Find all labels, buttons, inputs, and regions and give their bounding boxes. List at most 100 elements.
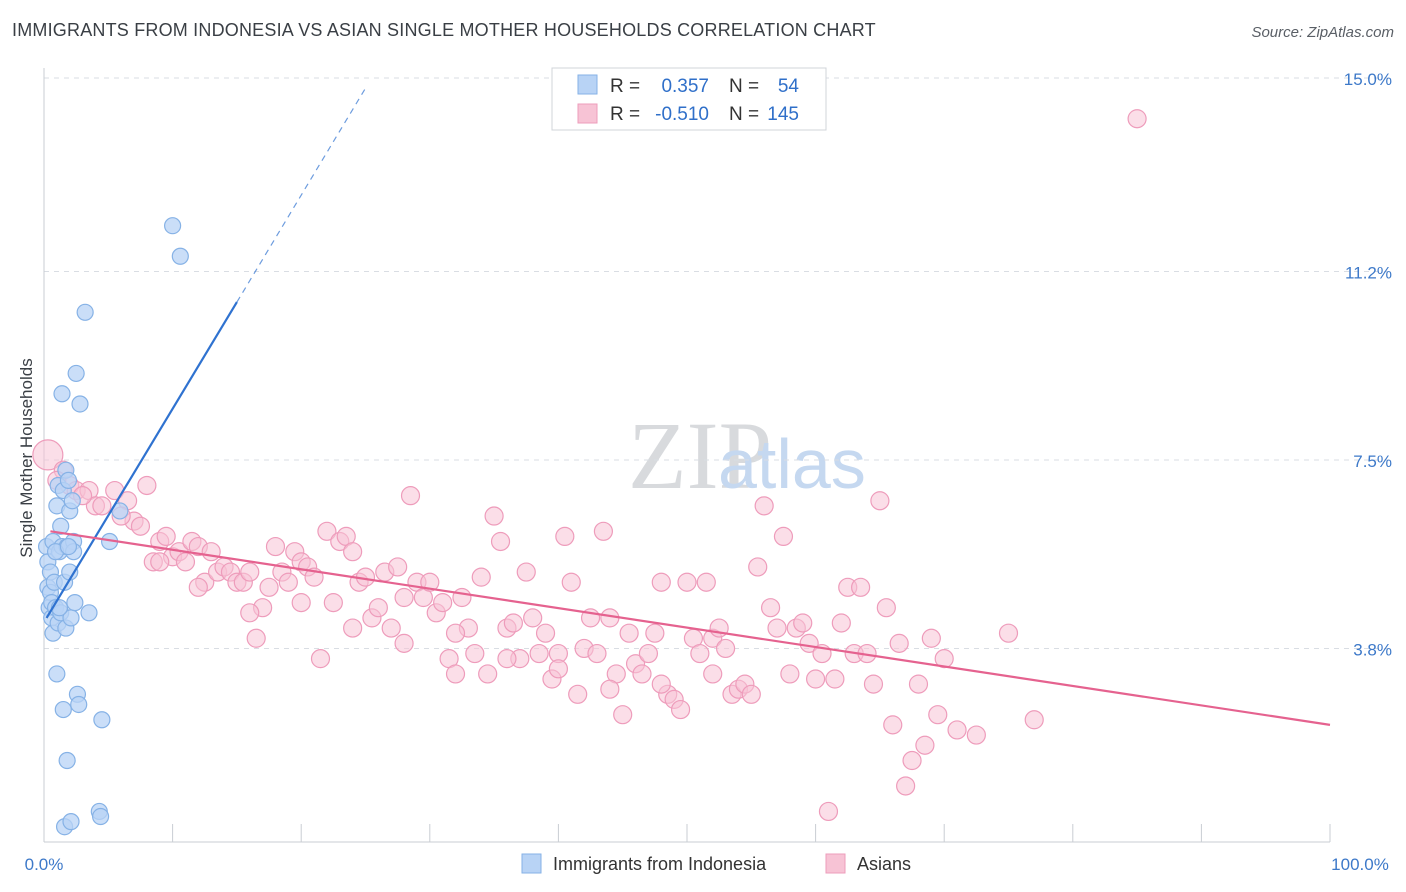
- asians-point: [754, 496, 774, 516]
- legend-n-value: 54: [778, 76, 800, 97]
- asians-point: [928, 705, 948, 725]
- asians-point: [934, 649, 954, 669]
- indonesia-point: [171, 247, 189, 265]
- asians-point: [156, 526, 176, 547]
- asians-point: [381, 618, 401, 638]
- asians-point: [677, 572, 697, 592]
- asians-point: [343, 542, 363, 562]
- asians-point: [587, 643, 607, 664]
- asians-point: [748, 557, 768, 577]
- asians-point: [92, 496, 112, 516]
- chart-title: IMMIGRANTS FROM INDONESIA VS ASIAN SINGL…: [12, 20, 876, 40]
- asians-point: [291, 593, 311, 613]
- asians-point: [561, 572, 581, 592]
- indonesia-point: [70, 695, 88, 714]
- asians-point: [1024, 710, 1044, 730]
- asians-point: [863, 674, 884, 694]
- legend-swatch-pink: [577, 103, 598, 124]
- asians-point: [690, 643, 710, 664]
- x-tick-label: 100.0%: [1331, 855, 1389, 874]
- indonesia-point: [71, 395, 89, 413]
- indonesia-point: [48, 665, 66, 683]
- asians-point: [741, 684, 761, 704]
- asians-point: [497, 649, 517, 669]
- asians-point: [651, 674, 671, 694]
- asians-point: [908, 674, 929, 694]
- asians-point: [619, 623, 639, 643]
- asians-point: [201, 542, 221, 562]
- legend-swatch-blue: [577, 74, 598, 95]
- asians-point: [896, 776, 916, 796]
- legend-n-label: N =: [729, 76, 759, 97]
- indonesia-point: [91, 807, 110, 826]
- asians-point: [246, 628, 266, 648]
- series-legend: Immigrants from Indonesia Asians: [521, 853, 911, 874]
- asians-point: [613, 705, 633, 725]
- asians-point: [851, 577, 871, 597]
- asians-point: [902, 750, 922, 771]
- legend-r-label: R =: [610, 76, 640, 97]
- asians-point: [645, 623, 665, 643]
- asians-point: [32, 439, 64, 471]
- asians-point: [323, 593, 343, 613]
- asians-point: [773, 526, 794, 547]
- asians-point: [478, 664, 498, 684]
- asians-point: [240, 603, 260, 623]
- asians-point: [265, 536, 286, 557]
- asians-point: [805, 669, 826, 689]
- asians-point: [670, 699, 691, 720]
- legend-item-indonesia: Immigrants from Indonesia: [553, 854, 767, 874]
- asians-point: [445, 623, 466, 643]
- tick-labels: 3.8% 7.5% 11.2% 15.0% 0.0% 100.0%: [25, 70, 1392, 874]
- indonesia-point: [67, 364, 85, 383]
- asians-point: [490, 531, 511, 552]
- asians-point: [818, 801, 839, 822]
- y-tick-label: 11.2%: [1345, 264, 1392, 283]
- legend-r-value: 0.357: [661, 76, 709, 97]
- legend-n-label: N =: [729, 104, 759, 125]
- asians-point: [137, 475, 157, 496]
- asians-point: [278, 572, 298, 592]
- y-tick-label: 15.0%: [1344, 70, 1392, 89]
- regression-lines: [45, 87, 1331, 726]
- asians-point: [240, 562, 260, 582]
- asians-point: [638, 643, 659, 664]
- asians-point: [883, 715, 903, 735]
- asians-point: [568, 684, 588, 704]
- indonesia-point: [93, 711, 111, 729]
- indonesia-point: [52, 517, 70, 535]
- asians-point: [471, 567, 491, 587]
- asians-point: [915, 735, 935, 755]
- indonesia-point: [58, 751, 76, 770]
- asians-point: [317, 521, 337, 541]
- asians-point: [696, 572, 716, 592]
- y-axis-label: Single Mother Households: [17, 358, 36, 557]
- asians-point: [388, 557, 408, 577]
- legend-item-asians: Asians: [857, 854, 911, 874]
- asians-point: [130, 516, 151, 536]
- asians-point: [555, 526, 575, 547]
- asians-point: [465, 643, 485, 664]
- asians-point: [433, 593, 453, 613]
- asians-point: [760, 598, 781, 618]
- indonesia-points: [37, 217, 189, 836]
- asians-point: [150, 552, 170, 572]
- indonesia-point: [80, 604, 98, 622]
- y-tick-label: 3.8%: [1353, 640, 1392, 659]
- asians-point: [529, 643, 549, 664]
- indonesia-point: [63, 492, 81, 510]
- asians-point: [188, 577, 208, 597]
- legend-swatch-blue: [521, 853, 542, 874]
- asians-point: [966, 725, 986, 745]
- asians-point: [394, 587, 414, 608]
- indonesia-point: [62, 813, 80, 831]
- asians-point: [715, 638, 736, 659]
- asians-point: [831, 613, 851, 633]
- asians-point: [420, 572, 440, 592]
- asians-point: [548, 659, 569, 679]
- asians-point: [632, 664, 652, 684]
- asians-point: [793, 613, 813, 633]
- asians-point: [452, 587, 472, 608]
- asians-point: [484, 506, 504, 526]
